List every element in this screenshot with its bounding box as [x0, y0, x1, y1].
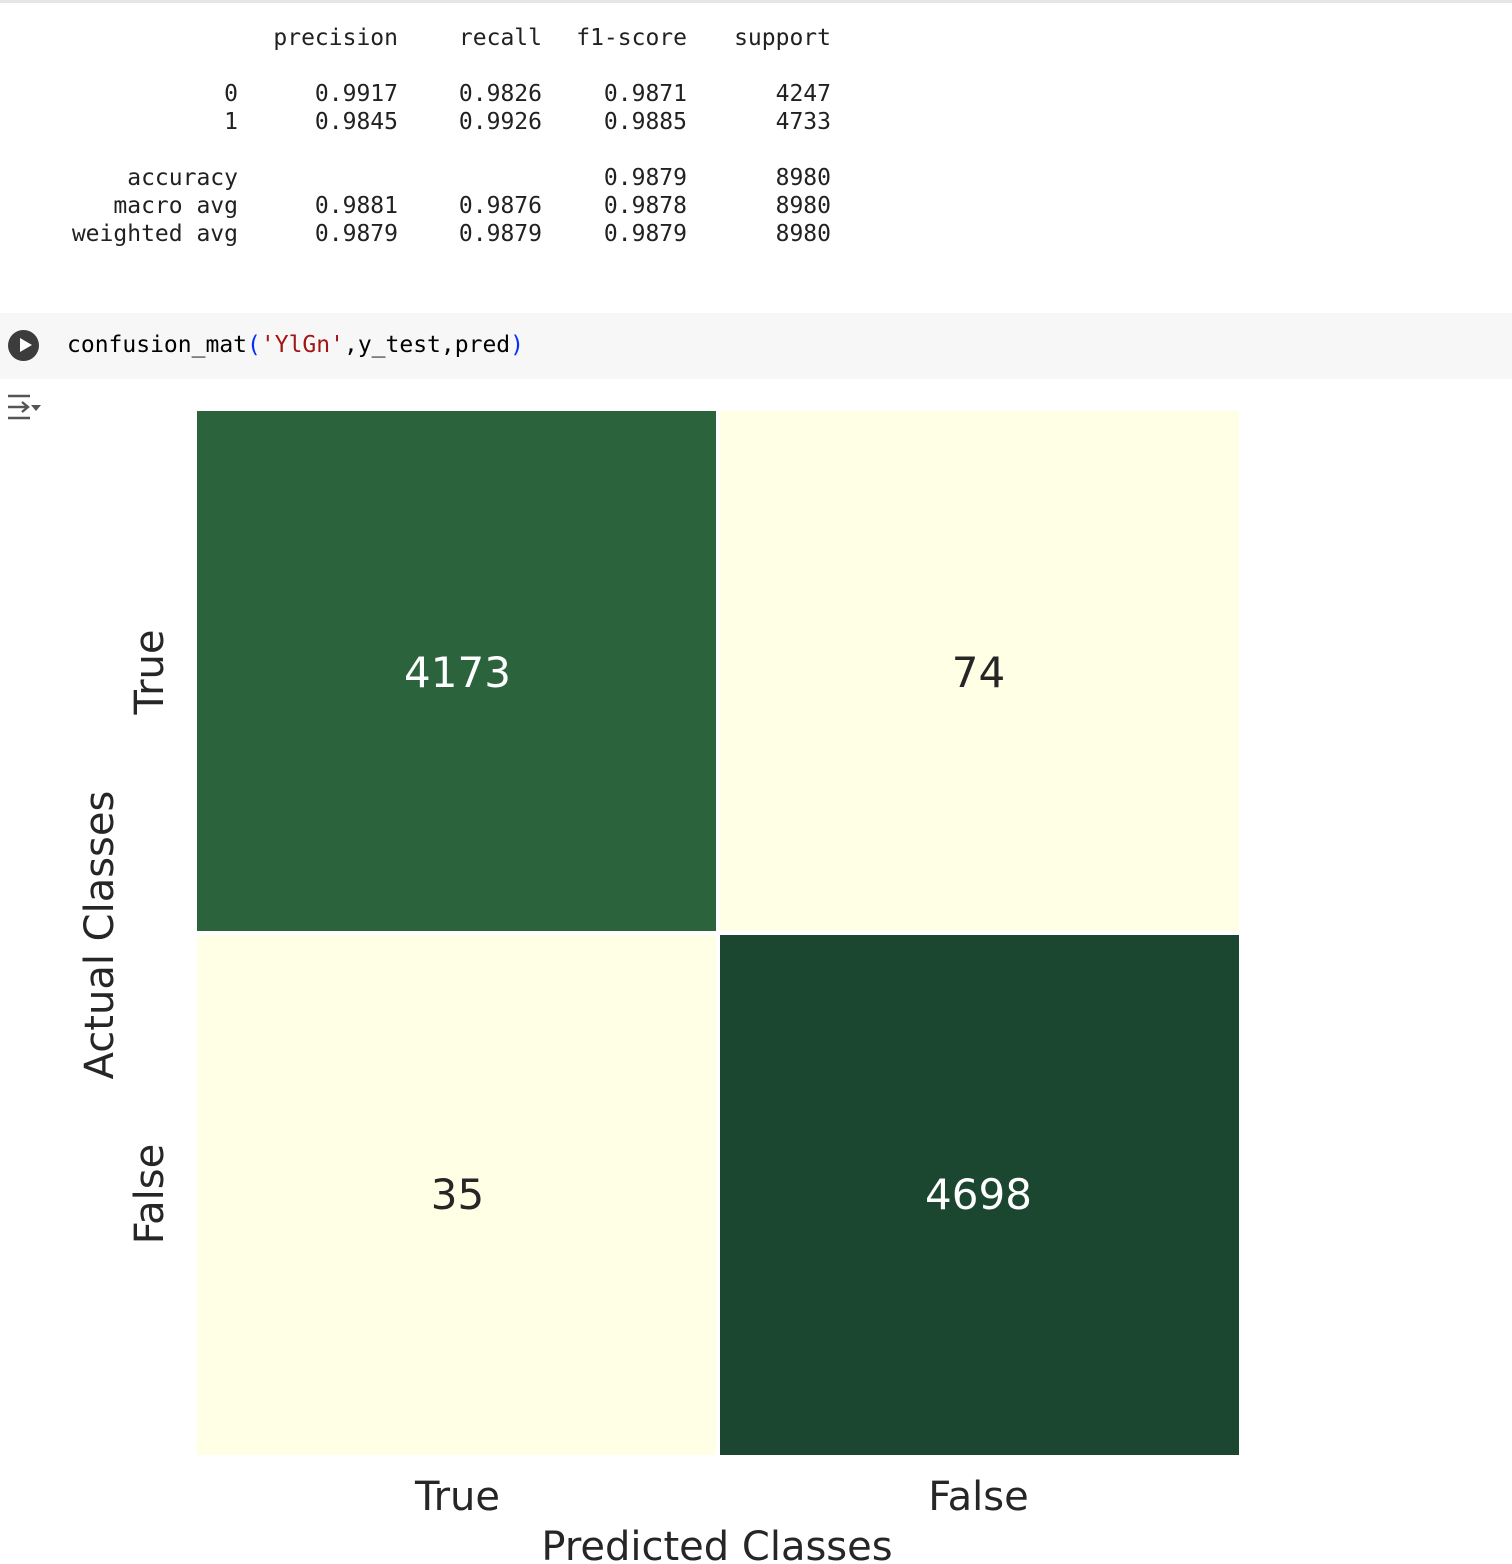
code-close-paren: ) [510, 332, 524, 358]
report-cell-recall: 0.9926 [458, 109, 542, 135]
cell-divider [0, 0, 1512, 3]
report-cell-recall [430, 164, 542, 192]
report-row-label: 0 [224, 81, 238, 107]
y-axis-label: Actual Classes [77, 791, 123, 1080]
heatmap-cell [197, 411, 716, 931]
report-row-label: macro avg [113, 193, 238, 219]
heatmap-cell [197, 935, 716, 1455]
x-axis-label: Predicted Classes [541, 1524, 892, 1564]
report-cell-support: 8980 [775, 221, 831, 247]
classification-report: precision recall f1-score support 0 0.99… [0, 0, 900, 300]
report-cell-f1: 0.9879 [603, 221, 687, 247]
report-cell-f1: 0.9871 [603, 81, 687, 107]
play-icon [20, 338, 32, 352]
report-cell-support: 4733 [775, 109, 831, 135]
report-cell-support: 4247 [775, 81, 831, 107]
code-editor[interactable]: confusion_mat('YlGn',y_test,pred) [67, 329, 524, 361]
heatmap-cell-value: 4698 [925, 1170, 1032, 1219]
heatmap-cell [720, 411, 1239, 931]
report-cell-precision [250, 164, 398, 192]
report-header-support: support [734, 25, 831, 51]
code-open-paren: ( [247, 332, 261, 358]
output-toggle-icon [8, 394, 41, 420]
report-cell-f1: 0.9885 [603, 109, 687, 135]
report-cell-precision: 0.9845 [314, 109, 398, 135]
code-string-arg: 'YlGn' [260, 332, 344, 358]
code-func: confusion_mat [67, 332, 248, 358]
heatmap-cell-value: 4173 [404, 648, 511, 697]
report-cell-precision: 0.9881 [314, 193, 398, 219]
report-cell-f1: 0.9878 [603, 193, 687, 219]
report-cell-recall: 0.9876 [458, 193, 542, 219]
y-tick-label: True [127, 630, 173, 716]
report-cell-recall: 0.9826 [458, 81, 542, 107]
report-cell-precision: 0.9917 [314, 81, 398, 107]
code-cell[interactable]: confusion_mat('YlGn',y_test,pred) [0, 313, 1512, 379]
run-cell-button[interactable] [8, 330, 39, 361]
report-header-recall: recall [458, 25, 542, 51]
confusion-matrix-heatmap: 4173 74 35 4698 True False True False Predict… [77, 411, 1239, 1564]
report-header-f1: f1-score [576, 25, 687, 51]
report-header-precision: precision [273, 25, 398, 51]
report-row-label: accuracy [127, 165, 238, 191]
heatmap-cell-value: 35 [431, 1170, 484, 1219]
report-cell-support: 8980 [775, 165, 831, 191]
x-tick-label: True [414, 1474, 500, 1520]
output-toggle-button[interactable] [6, 392, 42, 424]
heatmap-cell-value: 74 [952, 648, 1005, 697]
heatmap-cell [720, 935, 1239, 1455]
x-tick-label: False [928, 1474, 1028, 1520]
report-cell-precision: 0.9879 [314, 221, 398, 247]
report-cell-recall: 0.9879 [458, 221, 542, 247]
report-cell-f1: 0.9879 [603, 165, 687, 191]
report-row-label: weighted avg [71, 221, 238, 247]
y-tick-label: False [127, 1144, 173, 1244]
report-cell-support: 8980 [775, 193, 831, 219]
code-rest-args: ,y_test,pred [343, 332, 511, 358]
report-row-label: 1 [224, 109, 238, 135]
